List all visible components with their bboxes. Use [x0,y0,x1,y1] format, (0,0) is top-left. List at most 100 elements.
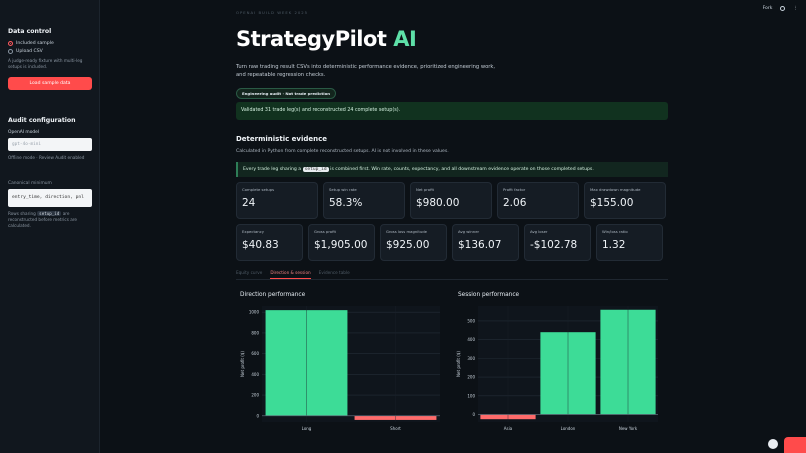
metric-label: Profit factor [503,186,526,192]
lead-text: Turn raw trading result CSVs into determ… [236,64,496,79]
y-tick-label: 100 [467,393,475,398]
metric-value: 58.3% [329,196,363,209]
tab-evidence-table[interactable]: Evidence table [318,269,350,275]
metric-card: Gross profit $1,905.00 [308,223,375,261]
metric-label: Avg winner [458,228,480,234]
app-badge-button[interactable] [784,437,806,453]
tab-direction-session[interactable]: Direction & session [270,270,311,279]
offline-note: Offline mode · Review Audit enabled [8,154,85,160]
metric-value: 24 [242,196,256,209]
metric-label: Max drawdown magnitude [590,186,641,192]
metric-label: Net profit [416,186,434,192]
y-tick-label: 800 [251,330,259,335]
y-axis-label: Net profit ($) [240,351,245,377]
rows-note-text: Rows sharing [8,210,36,216]
radio-upload-csv[interactable]: Upload CSV [8,49,91,54]
evidence-info: Every trade leg sharing a setup_id is co… [236,161,668,177]
y-tick-label: 500 [467,318,475,323]
info-text: Every trade leg sharing a [243,166,302,172]
metric-value: $136.07 [458,238,502,251]
metric-label: Gross loss magnitude [386,228,427,234]
metric-row-2: Expectancy $40.83 Gross profit $1,905.00 G… [236,223,668,261]
x-tick-label: New York [619,426,638,431]
x-tick-label: Long [302,426,312,431]
metric-card: Max drawdown magnitude $155.00 [584,181,666,219]
metric-value: $1,905.00 [314,238,368,251]
session-chart: 0 100 200 300 400 500 Asia London New York Net pr… [456,306,658,431]
title-ai: AI [393,27,417,51]
info-chip: setup_id [302,166,329,172]
eyebrow: OPENAI BUILD WEEK 2025 [236,10,309,15]
y-tick-label: 400 [467,337,475,342]
mode-badge: Engineering audit · Not trade prediction [236,87,337,99]
y-tick-label: 300 [467,356,475,361]
metric-value: 1.32 [602,238,626,251]
direction-chart: 0 200 400 600 800 1000 Long Short Net profit ($) [240,306,440,431]
y-tick-label: 200 [251,393,259,398]
y-tick-label: 1000 [249,310,260,315]
metric-value: $925.00 [386,238,430,251]
radio-selected-icon[interactable] [8,41,13,46]
info-text-end: is combined first. Win rate, counts, exp… [330,166,594,172]
page-title: StrategyPilot AI [236,27,668,51]
main-content: OPENAI BUILD WEEK 2025 StrategyPilot AI … [236,10,668,280]
metric-card: Avg loser -$102.78 [524,223,591,261]
radio-included-sample[interactable]: Included sample [8,41,91,46]
data-control-heading: Data control [8,28,52,35]
github-icon[interactable] [780,6,786,11]
metric-card: Win/loss ratio 1.32 [596,223,663,261]
fork-button[interactable]: Fork [762,6,773,11]
y-tick-label: 200 [467,375,475,380]
metric-card: Avg winner $136.07 [452,223,519,261]
avatar[interactable] [768,439,778,449]
metric-label: Gross profit [314,228,336,234]
title-main: StrategyPilot [236,27,387,51]
metric-label: Setup win rate [329,186,357,192]
metric-card: Profit factor 2.06 [497,181,579,219]
x-tick-label: London [561,426,576,431]
radio-label: Included sample [16,41,54,46]
metric-card: Net profit $980.00 [410,181,492,219]
sidebar: Data control Included sample Upload CSV … [0,0,100,453]
radio-unselected-icon[interactable] [8,49,13,54]
metric-card: Gross loss magnitude $925.00 [380,223,447,261]
model-label: OpenAI model [8,129,40,135]
evidence-heading: Deterministic evidence [236,134,328,143]
metric-label: Expectancy [242,228,265,234]
y-tick-label: 400 [251,372,259,377]
y-tick-label: 0 [256,413,259,418]
setup-id-chip: setup_id [37,210,62,216]
direction-chart-title: Direction performance [240,292,306,298]
x-tick-label: Short [390,426,401,431]
x-tick-label: Asia [504,426,513,431]
rows-note: Rows sharing setup_id are reconstructed … [8,210,91,230]
tab-equity-curve[interactable]: Equity curve [236,269,263,275]
metric-value: $40.83 [242,238,279,251]
metric-label: Win/loss ratio [602,228,628,234]
metric-value: -$102.78 [530,238,578,251]
y-axis-label: Net profit ($) [456,351,461,377]
audit-heading: Audit configuration [8,116,76,124]
model-input[interactable]: gpt-4o-mini [8,137,92,151]
metric-row-1: Complete setups 24 Setup win rate 58.3% Ne… [236,181,668,219]
menu-kebab-icon[interactable]: ⋮ [793,6,798,11]
evidence-sub: Calculated in Python from complete recon… [236,148,449,154]
y-tick-label: 0 [472,412,475,417]
y-tick-label: 600 [251,351,259,356]
metric-value: $980.00 [416,196,460,209]
topbar: Fork ⋮ [763,6,798,11]
metric-value: $155.00 [590,196,634,209]
tab-bar: Equity curve Direction & session Evidenc… [236,270,668,280]
load-sample-button[interactable]: Load sample data [8,76,92,90]
radio-label: Upload CSV [16,49,43,54]
metric-card: Complete setups 24 [236,181,318,219]
sample-note: A judge-ready fixture with multi-leg set… [8,58,83,70]
status-alert: Validated 31 trade leg(s) and reconstruc… [236,101,668,120]
metric-value: 2.06 [503,196,527,209]
metric-card: Setup win rate 58.3% [323,181,405,219]
canonical-input[interactable]: entry_time, direction, pnl [8,188,92,207]
metric-label: Complete setups [242,186,275,192]
session-chart-title: Session performance [458,292,520,298]
canonical-label: Canonical minimum [8,180,52,186]
metric-card: Expectancy $40.83 [236,223,303,261]
